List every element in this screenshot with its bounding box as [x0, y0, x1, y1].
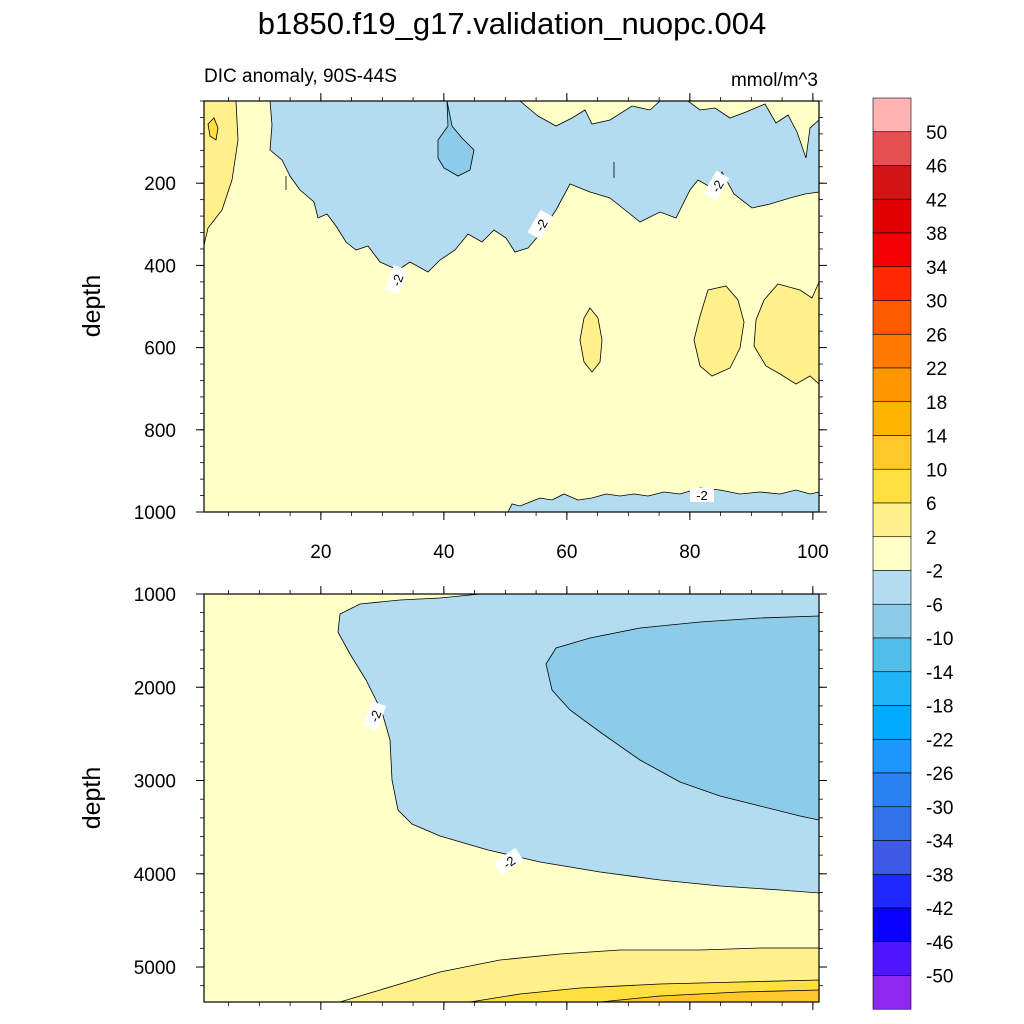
colorbar-swatch — [872, 637, 912, 673]
upper-x-tick-label: 100 — [797, 542, 829, 563]
upper-x-tick-label: 60 — [556, 542, 577, 563]
colorbar-swatch — [872, 806, 912, 841]
upper-frame — [203, 100, 820, 513]
colorbar-label: 30 — [926, 292, 947, 313]
colorbar-label: 6 — [926, 494, 937, 515]
colorbar-label: -2 — [926, 562, 943, 583]
colorbar-label: -38 — [926, 865, 953, 886]
colorbar-swatch — [872, 401, 912, 436]
lower-axis-ticks: 1000 2000 3000 4000 5000 — [134, 585, 827, 1010]
upper-y-tick-label: 1000 — [134, 503, 176, 524]
lower-plot-area: -2 -2 — [204, 593, 820, 1003]
colorbar-swatch — [872, 873, 912, 909]
upper-surface-maximum-core — [207, 117, 219, 141]
units-label: mmol/m^3 — [731, 70, 818, 91]
colorbar: 50 46 42 38 34 30 26 22 18 14 10 6 2 -2 -6 -10 -14 -18 -22… — [872, 97, 954, 1010]
upper-y-tick-label: 600 — [144, 339, 176, 360]
colorbar-label: 42 — [926, 190, 947, 211]
lower-y-tick-label: 5000 — [134, 958, 176, 979]
svg-text:-2: -2 — [696, 488, 708, 503]
colorbar-label: -30 — [926, 798, 953, 819]
lower-contour-label-1: -2 — [363, 701, 387, 731]
upper-y-axis-label: depth — [78, 275, 106, 338]
colorbar-label: 10 — [926, 460, 947, 481]
upper-plot-area: -2 -2 -2 -2 — [203, 100, 820, 513]
lower-y-axis-label: depth — [78, 767, 106, 830]
upper-y-tick-label: 200 — [144, 174, 176, 195]
colorbar-swatch — [872, 705, 912, 740]
colorbar-label: -46 — [926, 933, 953, 954]
upper-contour-label-2: -2 — [527, 209, 554, 240]
lower-frame — [203, 593, 820, 1003]
colorbar-swatch — [872, 367, 912, 403]
upper-x-tick-label: 40 — [433, 542, 454, 563]
colorbar-swatch — [872, 97, 912, 133]
colorbar-swatch — [872, 502, 912, 538]
colorbar-label: 38 — [926, 224, 947, 245]
colorbar-label: 14 — [926, 427, 948, 448]
lower-y-tick-label: 2000 — [134, 678, 176, 699]
colorbar-swatch — [872, 131, 912, 166]
colorbar-label: 18 — [926, 393, 947, 414]
lower-panel: -2 -2 1000 2000 3000 4000 5000 depth — [78, 585, 827, 1010]
colorbar-swatch — [872, 165, 912, 200]
upper-axis-ticks: 200 400 600 800 1000 20 40 60 80 100 — [134, 93, 829, 563]
upper-contour-label-1: -2 — [385, 265, 409, 295]
lower-y-tick-label: 4000 — [134, 865, 176, 886]
colorbar-swatch — [872, 300, 912, 335]
colorbar-swatch — [872, 232, 912, 268]
colorbar-swatch — [872, 570, 912, 605]
colorbar-swatch — [872, 333, 912, 369]
upper-y-tick-label: 800 — [144, 421, 176, 442]
colorbar-label: -50 — [926, 967, 953, 988]
upper-y-tick-label: 400 — [144, 256, 176, 277]
colorbar-label: -14 — [926, 663, 954, 684]
colorbar-label: -34 — [926, 832, 954, 853]
colorbar-label: -42 — [926, 899, 953, 920]
figure-title: b1850.f19_g17.validation_nuopc.004 — [258, 6, 767, 41]
upper-contour-label-3: -2 — [703, 170, 730, 201]
colorbar-swatch — [872, 671, 912, 706]
colorbar-swatch — [872, 266, 912, 301]
svg-text:-2: -2 — [366, 708, 384, 724]
colorbar-swatch — [872, 468, 912, 504]
colorbar-swatch — [872, 435, 912, 470]
colorbar-label: 46 — [926, 157, 947, 178]
upper-x-tick-label: 80 — [679, 542, 700, 563]
lower-contour-label-2: -2 — [493, 847, 524, 876]
svg-text:-2: -2 — [388, 272, 406, 288]
colorbar-swatch — [872, 941, 912, 976]
colorbar-label: -22 — [926, 730, 953, 751]
upper-contour-label-4: -2 — [690, 488, 714, 503]
colorbar-label: -10 — [926, 629, 953, 650]
upper-mid-maximum-2 — [693, 285, 745, 377]
colorbar-swatch — [872, 603, 912, 639]
upper-minimum-core-region — [437, 100, 475, 177]
colorbar-swatch — [872, 738, 912, 774]
upper-mid-maximum-3 — [753, 281, 820, 385]
lower-core-minimum-region — [545, 615, 820, 821]
upper-mid-maximum-1 — [579, 307, 603, 373]
colorbar-swatch — [872, 840, 912, 875]
colorbar-swatch — [872, 907, 912, 943]
lower-y-tick-label: 3000 — [134, 772, 176, 793]
colorbar-label: -18 — [926, 697, 953, 718]
colorbar-swatch — [872, 975, 912, 1010]
lower-y-tick-label: 1000 — [134, 585, 176, 606]
colorbar-swatch — [872, 772, 912, 808]
colorbar-label: 50 — [926, 123, 947, 144]
colorbar-swatch — [872, 536, 912, 571]
colorbar-label: 22 — [926, 359, 947, 380]
variable-label: DIC anomaly, 90S-44S — [204, 66, 397, 87]
colorbar-label: -26 — [926, 764, 953, 785]
upper-x-tick-label: 20 — [310, 542, 331, 563]
upper-deep-minimum-region — [507, 487, 820, 513]
colorbar-label: 26 — [926, 325, 947, 346]
colorbar-label: -6 — [926, 595, 943, 616]
colorbar-label: 2 — [926, 528, 937, 549]
colorbar-label: 34 — [926, 258, 948, 279]
colorbar-swatch — [872, 198, 912, 234]
